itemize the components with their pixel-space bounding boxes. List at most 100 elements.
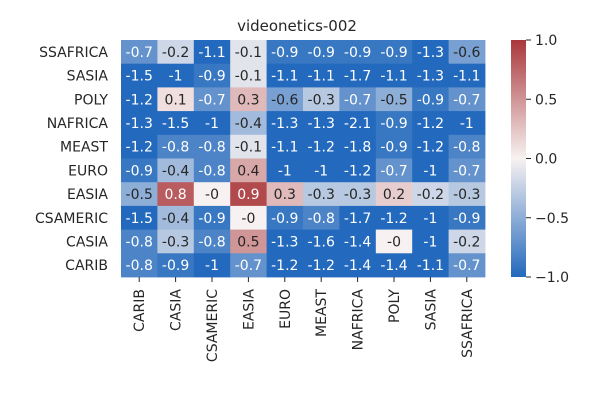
heatmap-cell	[448, 134, 486, 159]
heatmap-cell	[157, 134, 195, 159]
heatmap-cell	[339, 87, 377, 112]
column-tick-label: CARIB	[132, 289, 148, 332]
cell-value-label: -0.9	[380, 116, 407, 132]
heatmap-cell	[303, 87, 340, 112]
cell-value-label: -0.3	[162, 234, 189, 250]
cell-value-label: -0.8	[162, 140, 189, 156]
cell-value-label: -0.8	[308, 211, 335, 227]
heatmap-cell	[157, 87, 195, 112]
cell-value-label: -0.3	[308, 92, 335, 108]
cell-value-label: -0.9	[162, 258, 189, 274]
cell-value-label: -1	[278, 163, 292, 179]
heatmap-cell	[193, 182, 231, 207]
colorbar-tick-label: 0.5	[535, 92, 557, 108]
heatmap-cell	[121, 63, 158, 88]
cell-value-label: -2.1	[344, 116, 371, 132]
cell-value-label: -1	[205, 116, 219, 132]
cell-value-label: -0.7	[235, 258, 262, 274]
heatmap-cell	[448, 182, 486, 207]
heatmap-cell	[121, 253, 158, 278]
heatmap-cell	[193, 134, 231, 159]
cell-value-label: -0.9	[198, 69, 225, 85]
heatmap-cell	[266, 63, 304, 88]
cell-value-label: -0.8	[126, 258, 153, 274]
heatmap-cell	[375, 182, 413, 207]
cell-value-label: -1.4	[344, 258, 371, 274]
colorbar-tick-label: 1.0	[535, 33, 557, 49]
cell-value-label: -1.2	[380, 211, 407, 227]
heatmap-cell	[448, 111, 486, 136]
cell-value-label: 0.3	[237, 92, 259, 108]
cell-value-label: -1.2	[271, 258, 298, 274]
heatmap-cell	[266, 229, 304, 254]
cell-value-label: -0.9	[380, 45, 407, 61]
cell-value-label: -1.6	[308, 234, 335, 250]
cell-value-label: -0.9	[417, 92, 444, 108]
cell-value-label: -0	[205, 187, 219, 203]
cell-value-label: -0.1	[235, 140, 262, 156]
cell-value-label: -1.5	[126, 211, 153, 227]
cell-value-label: -0.7	[198, 92, 225, 108]
heatmap-cell	[266, 40, 304, 65]
cell-value-label: -1.3	[126, 116, 153, 132]
heatmap-cell	[121, 87, 158, 112]
heatmap-cell	[339, 229, 377, 254]
heatmap-cell	[339, 205, 377, 230]
cell-value-label: -1.2	[126, 92, 153, 108]
cell-value-label: -1.2	[126, 140, 153, 156]
heatmap-cell	[193, 111, 231, 136]
cell-value-label: -0.8	[198, 140, 225, 156]
cell-value-label: -0.9	[308, 45, 335, 61]
row-tick-label: CSAMERIC	[35, 211, 108, 227]
cell-value-label: -1.4	[380, 258, 407, 274]
cell-value-label: 0.2	[383, 187, 405, 203]
heatmap-cell	[448, 63, 486, 88]
heatmap-cell	[375, 229, 413, 254]
cell-value-label: 0.5	[237, 234, 259, 250]
heatmap-cell	[375, 134, 413, 159]
cell-value-label: -0.5	[380, 92, 407, 108]
heatmap-cell	[448, 253, 486, 278]
cell-value-label: -1	[460, 116, 474, 132]
heatmap-cell	[193, 253, 231, 278]
heatmap-cell	[121, 205, 158, 230]
heatmap-cell	[339, 40, 377, 65]
heatmap-cell	[266, 253, 304, 278]
column-tick-label: EURO	[278, 289, 294, 329]
heatmap-cell	[230, 229, 267, 254]
cell-value-label: -1	[205, 258, 219, 274]
cell-value-label: 0.3	[274, 187, 296, 203]
cell-value-label: -1.3	[417, 69, 444, 85]
cell-value-label: -1	[314, 163, 328, 179]
heatmap-cell	[266, 182, 304, 207]
heatmap-cell	[412, 134, 449, 159]
heatmap-cell	[230, 158, 267, 183]
column-tick-label: CSAMERIC	[205, 289, 221, 362]
cell-value-label: -0.7	[453, 258, 480, 274]
cell-value-label: 0.1	[164, 92, 186, 108]
heatmap-cell	[230, 40, 267, 65]
heatmap-cell	[375, 158, 413, 183]
heatmap-cell	[303, 111, 340, 136]
heatmap-cell	[375, 253, 413, 278]
colorbar-tick-label: 0.0	[535, 152, 557, 168]
row-tick-label: NAFRICA	[47, 116, 109, 132]
heatmap-cell	[266, 111, 304, 136]
heatmap-cell	[448, 87, 486, 112]
cell-value-label: -0.8	[453, 140, 480, 156]
cell-value-label: -0.3	[453, 187, 480, 203]
colorbar-tick-label: −0.5	[535, 211, 569, 227]
cell-value-label: -0.7	[453, 163, 480, 179]
cell-value-label: -0.8	[198, 234, 225, 250]
heatmap-cell	[303, 253, 340, 278]
heatmap-cell	[121, 229, 158, 254]
cell-value-label: -1.8	[344, 140, 371, 156]
heatmap-cell	[121, 182, 158, 207]
cell-value-label: -1.5	[162, 116, 189, 132]
cell-value-label: -1.7	[344, 211, 371, 227]
cell-value-label: -1.7	[344, 69, 371, 85]
heatmap-cell	[230, 63, 267, 88]
cell-value-label: -1.2	[417, 116, 444, 132]
heatmap-cell	[375, 87, 413, 112]
